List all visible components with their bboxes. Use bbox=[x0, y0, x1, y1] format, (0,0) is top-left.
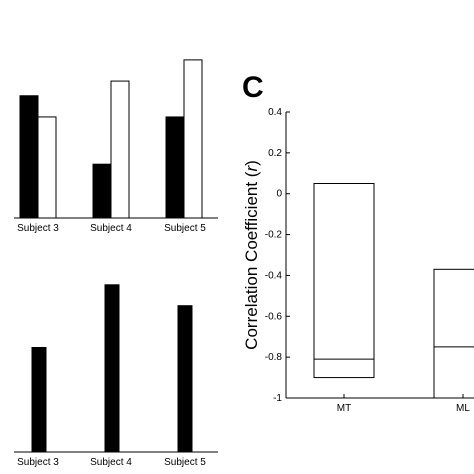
x-tick-label: Subject 3 bbox=[17, 457, 59, 468]
x-tick-label: Subject 5 bbox=[164, 457, 206, 468]
box-chart: C Correlation Coefficient (r) 0.4 0.2 0 -0.… bbox=[242, 71, 474, 414]
bar bbox=[92, 163, 112, 219]
x-tick-label: Subject 5 bbox=[164, 223, 206, 234]
y-tick-label: -0.8 bbox=[265, 352, 283, 363]
y-tick-label: -0.6 bbox=[265, 311, 283, 322]
x-tick-label: Subject 4 bbox=[90, 223, 132, 234]
bar bbox=[165, 116, 185, 219]
y-tick-label: -0.4 bbox=[265, 270, 283, 281]
bar bbox=[19, 95, 39, 219]
panel-letter: C bbox=[242, 71, 264, 104]
box bbox=[433, 268, 474, 399]
y-tick-label: 0.4 bbox=[268, 107, 282, 118]
bottom-bar-chart: Subject 3 Subject 4 Subject 5 bbox=[14, 284, 218, 468]
bar bbox=[177, 305, 193, 453]
y-tick-label: -0.2 bbox=[265, 230, 283, 241]
x-tick-label: Subject 3 bbox=[17, 223, 59, 234]
bar bbox=[110, 80, 130, 219]
x-tick-label: Subject 4 bbox=[90, 457, 132, 468]
bar bbox=[104, 284, 120, 453]
y-tick-label: 0.2 bbox=[268, 148, 282, 159]
x-tick-label: MT bbox=[337, 403, 351, 414]
x-tick-label: ML bbox=[456, 403, 470, 414]
bar bbox=[183, 59, 203, 219]
y-axis-label: Correlation Coefficient (r) bbox=[242, 160, 261, 350]
bar bbox=[37, 116, 57, 219]
top-bar-chart: Subject 3 Subject 4 Subject 5 bbox=[14, 59, 218, 234]
y-tick-label: -1 bbox=[273, 393, 282, 404]
bar bbox=[31, 347, 47, 453]
y-tick-label: 0 bbox=[276, 189, 282, 200]
box bbox=[313, 183, 375, 379]
